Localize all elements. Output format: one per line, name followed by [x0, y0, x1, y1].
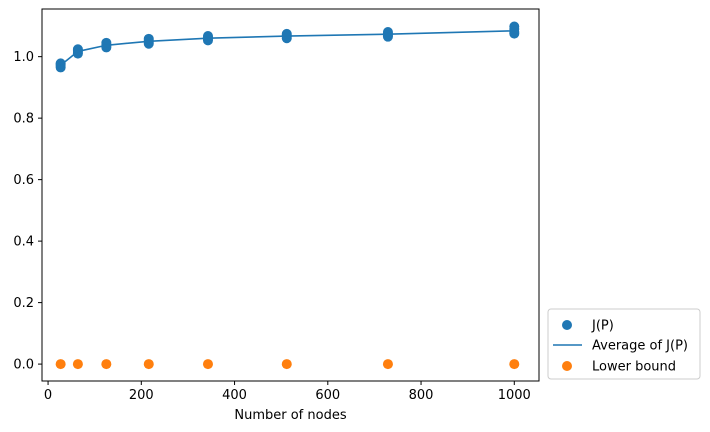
- y-tick-label: 1.0: [13, 50, 34, 65]
- jp-point: [509, 21, 520, 32]
- legend-label: J(P): [591, 319, 614, 334]
- legend-label: Lower bound: [592, 360, 676, 375]
- lower-bound-point: [281, 359, 292, 370]
- x-tick-label: 800: [409, 388, 434, 403]
- y-tick-label: 0.4: [13, 235, 34, 250]
- plot-marks: [55, 21, 520, 370]
- y-tick-label: 0.2: [13, 296, 34, 311]
- x-axis-label: Number of nodes: [234, 408, 346, 423]
- jp-point: [55, 58, 66, 69]
- lower-bound-point: [101, 359, 112, 370]
- jp-point: [382, 27, 393, 38]
- x-tick-label: 600: [315, 388, 340, 403]
- y-tick-label: 0.0: [13, 358, 34, 373]
- y-tick-label: 0.6: [13, 173, 34, 188]
- legend-marker-swatch: [562, 320, 572, 330]
- x-tick-label: 1000: [498, 388, 531, 403]
- lower-bound-point: [72, 359, 83, 370]
- x-tick-label: 400: [222, 388, 247, 403]
- lower-bound-point: [509, 359, 520, 370]
- y-tick-label: 0.8: [13, 112, 34, 127]
- lower-bound-point: [143, 359, 154, 370]
- legend: J(P) Average of J(P) Lower bound: [547, 308, 701, 380]
- lower-bound-point: [202, 359, 213, 370]
- legend-label: Average of J(P): [592, 339, 688, 354]
- legend-box: [547, 308, 701, 380]
- jp-point: [72, 44, 83, 55]
- plot-frame: [41, 8, 540, 382]
- x-axis: 0 200 400 600 800 1000: [44, 381, 531, 403]
- jp-point: [281, 28, 292, 39]
- lower-bound-point: [55, 359, 66, 370]
- series-line-average: [60, 30, 515, 66]
- jp-point: [202, 31, 213, 42]
- y-axis: 0.0 0.2 0.4 0.6 0.8 1.0: [13, 50, 42, 373]
- x-tick-label: 200: [129, 388, 154, 403]
- lower-bound-point: [382, 359, 393, 370]
- legend-marker-swatch: [562, 361, 572, 371]
- x-tick-label: 0: [44, 388, 52, 403]
